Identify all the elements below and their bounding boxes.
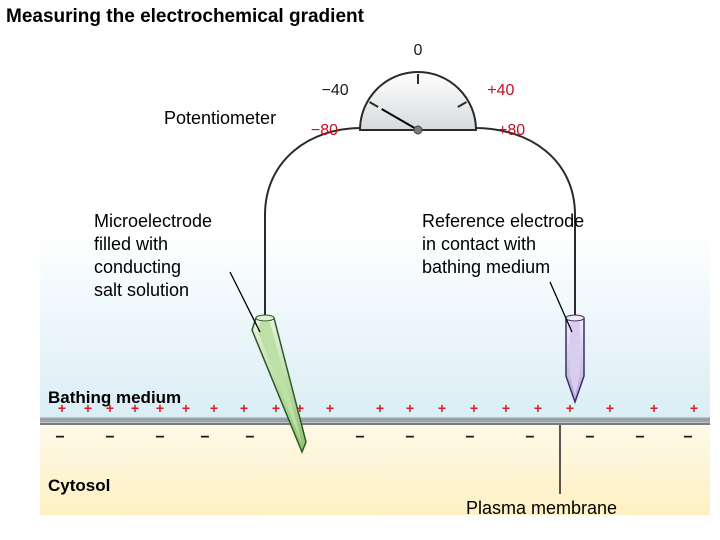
svg-text:+: +	[690, 400, 698, 416]
svg-text:+: +	[326, 400, 334, 416]
svg-text:−: −	[585, 429, 594, 446]
svg-text:−: −	[155, 429, 164, 446]
svg-text:+: +	[606, 400, 614, 416]
svg-text:+: +	[272, 400, 280, 416]
svg-text:−: −	[105, 429, 114, 446]
svg-text:+40: +40	[487, 82, 514, 99]
svg-text:−: −	[465, 429, 474, 446]
label-reference: Reference electrodein contact withbathin…	[422, 210, 584, 279]
svg-text:−: −	[355, 429, 364, 446]
svg-text:+: +	[650, 400, 658, 416]
svg-text:+: +	[406, 400, 414, 416]
svg-text:−: −	[635, 429, 644, 446]
svg-text:+: +	[376, 400, 384, 416]
svg-text:−: −	[245, 429, 254, 446]
label-microelectrode: Microelectrodefilled withconductingsalt …	[94, 210, 212, 302]
svg-text:−: −	[405, 429, 414, 446]
svg-text:+: +	[182, 400, 190, 416]
svg-text:0: 0	[414, 42, 423, 59]
svg-text:−80: −80	[311, 122, 338, 139]
svg-text:−: −	[55, 429, 64, 446]
svg-text:+: +	[470, 400, 478, 416]
label-plasma: Plasma membrane	[466, 498, 617, 519]
svg-text:+: +	[566, 400, 574, 416]
svg-text:−: −	[525, 429, 534, 446]
svg-text:+: +	[502, 400, 510, 416]
svg-text:−: −	[683, 429, 692, 446]
svg-text:+: +	[210, 400, 218, 416]
svg-text:+: +	[534, 400, 542, 416]
svg-text:+80: +80	[498, 122, 525, 139]
svg-text:−40: −40	[322, 82, 349, 99]
label-bathing: Bathing medium	[48, 388, 181, 408]
label-cytosol: Cytosol	[48, 476, 110, 496]
svg-text:+: +	[438, 400, 446, 416]
label-potentiometer: Potentiometer	[164, 108, 276, 129]
svg-text:−: −	[200, 429, 209, 446]
svg-text:+: +	[240, 400, 248, 416]
